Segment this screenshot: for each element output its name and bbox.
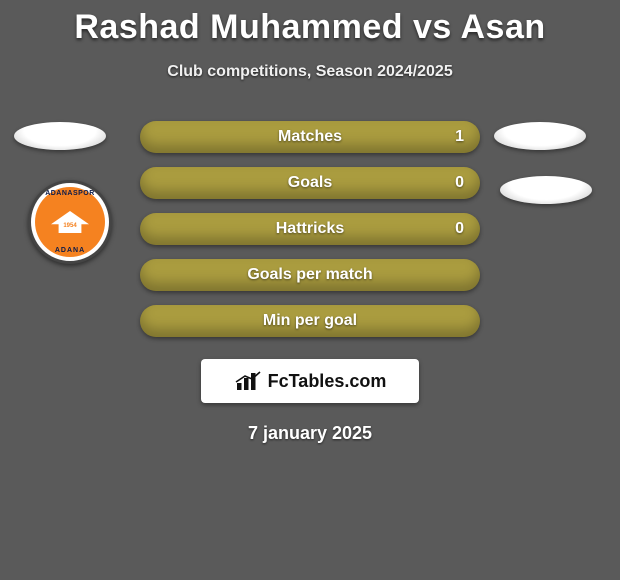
- club-badge: ADANASPOR 1954 ADANA: [28, 180, 112, 264]
- stat-value: 0: [455, 174, 464, 192]
- badge-top-text: ADANASPOR: [45, 190, 95, 197]
- stat-row: Goals per match: [140, 259, 480, 291]
- stat-row: Hattricks 0: [140, 213, 480, 245]
- badge-year: 1954: [61, 223, 78, 229]
- player-placeholder-left: [14, 122, 106, 150]
- stat-row: Min per goal: [140, 305, 480, 337]
- stat-label: Goals per match: [247, 266, 372, 284]
- stat-row: Goals 0: [140, 167, 480, 199]
- player-placeholder-right-1: [494, 122, 586, 150]
- subtitle: Club competitions, Season 2024/2025: [0, 63, 620, 81]
- stat-value: 1: [455, 128, 464, 146]
- stat-label: Hattricks: [276, 220, 344, 238]
- stat-label: Min per goal: [263, 312, 357, 330]
- badge-bottom-text: ADANA: [55, 247, 85, 254]
- bar-chart-icon: [234, 370, 262, 392]
- eagle-icon: [51, 211, 89, 233]
- stat-value: 0: [455, 220, 464, 238]
- page-title: Rashad Muhammed vs Asan: [0, 0, 620, 47]
- stat-label: Goals: [288, 174, 332, 192]
- stat-label: Matches: [278, 128, 342, 146]
- brand-box[interactable]: FcTables.com: [201, 359, 419, 403]
- comparison-widget: Rashad Muhammed vs Asan Club competition…: [0, 0, 620, 580]
- brand-text: FcTables.com: [268, 371, 387, 392]
- player-placeholder-right-2: [500, 176, 592, 204]
- stat-row: Matches 1: [140, 121, 480, 153]
- date-text: 7 january 2025: [0, 423, 620, 444]
